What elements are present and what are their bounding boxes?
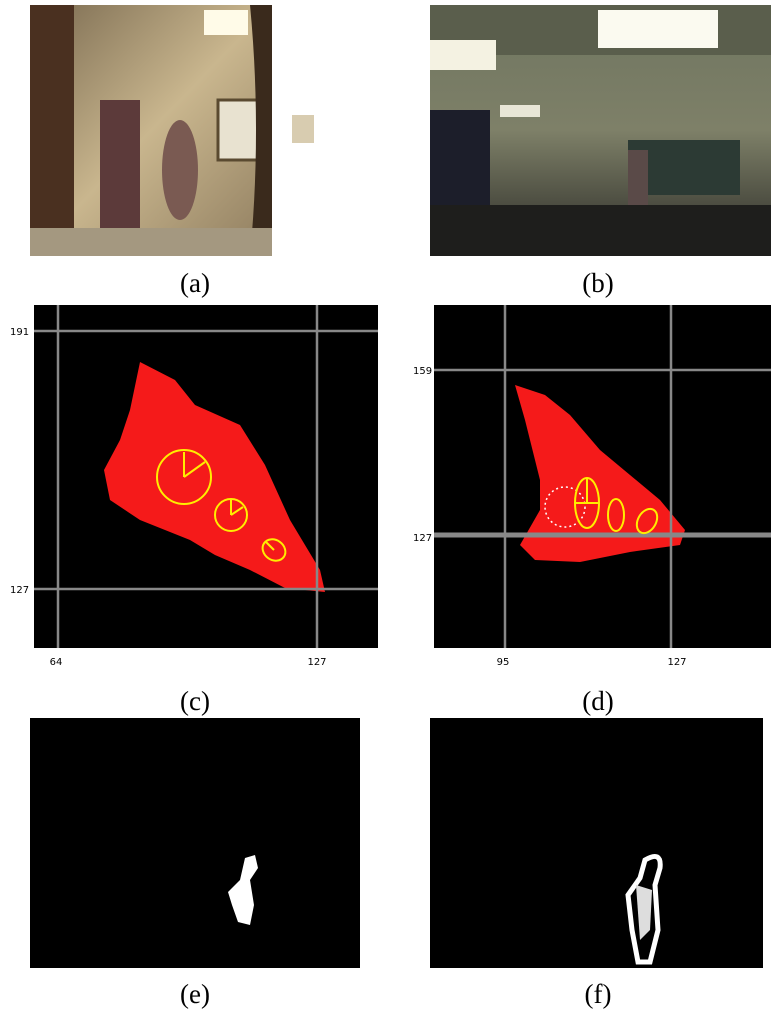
y-tick-label: 159 bbox=[413, 366, 432, 377]
density-plot-d bbox=[434, 305, 771, 648]
x-tick-label: 95 bbox=[497, 657, 510, 668]
y-tick-label: 191 bbox=[10, 327, 29, 338]
x-tick-label: 127 bbox=[667, 657, 686, 668]
density-plot-c bbox=[34, 305, 378, 648]
mask-f bbox=[430, 718, 763, 968]
caption: (b) bbox=[582, 268, 613, 298]
caption: (d) bbox=[582, 686, 613, 716]
figure: (a) (b) 191 127 64 127 (c) bbox=[0, 0, 771, 1016]
mask-e bbox=[30, 718, 360, 968]
caption: (f) bbox=[585, 979, 612, 1009]
caption: (c) bbox=[180, 686, 210, 716]
x-tick-label: 127 bbox=[307, 657, 326, 668]
y-tick-label: 127 bbox=[413, 533, 432, 544]
y-tick-label: 127 bbox=[10, 585, 29, 596]
caption: (a) bbox=[180, 268, 210, 298]
caption: (e) bbox=[180, 979, 210, 1009]
x-tick-label: 64 bbox=[50, 657, 63, 668]
photo-a bbox=[30, 5, 314, 256]
photo-b bbox=[430, 5, 771, 256]
